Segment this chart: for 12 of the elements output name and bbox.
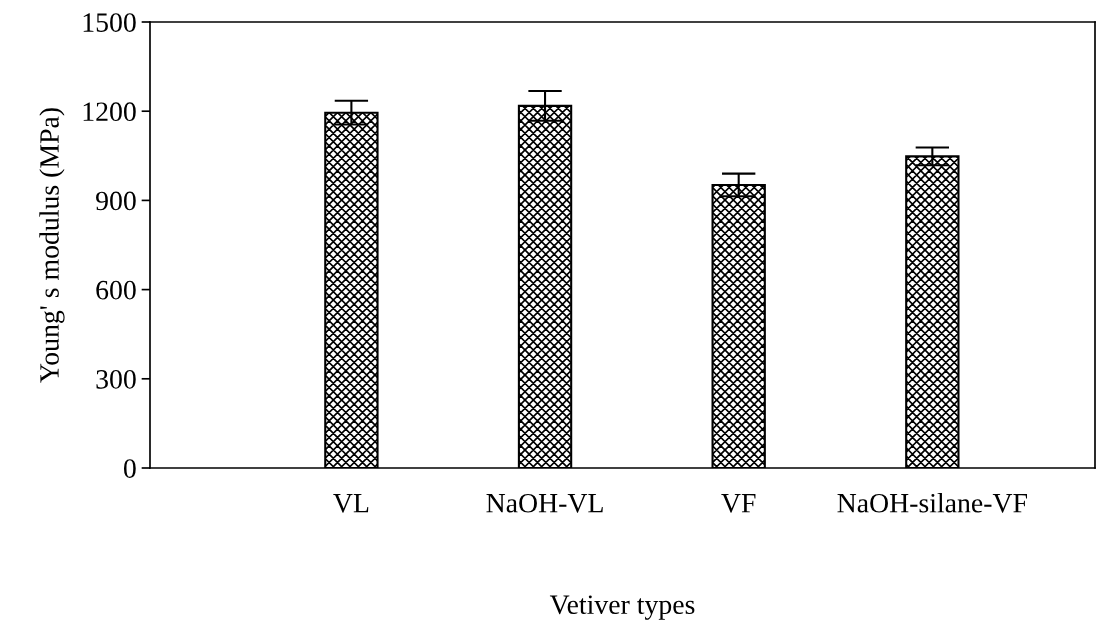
y-tick-label: 300 (96, 369, 136, 389)
x-tick-label: VL (333, 494, 369, 513)
y-tick-label: 900 (96, 191, 136, 211)
x-tick-label: NaOH-silane-VF (837, 493, 1027, 513)
y-tick-label: 0 (123, 459, 136, 478)
y-tick-label: 1200 (83, 102, 136, 122)
y-tick-label: 600 (96, 280, 136, 300)
y-axis-title: Young' s modulus (MPa) (39, 108, 65, 383)
x-tick-label: NaOH-VL (486, 493, 603, 513)
y-tick-label: 1500 (83, 13, 136, 32)
x-axis-title: Vetiver types (549, 595, 695, 620)
x-tick-label: VF (721, 494, 756, 513)
